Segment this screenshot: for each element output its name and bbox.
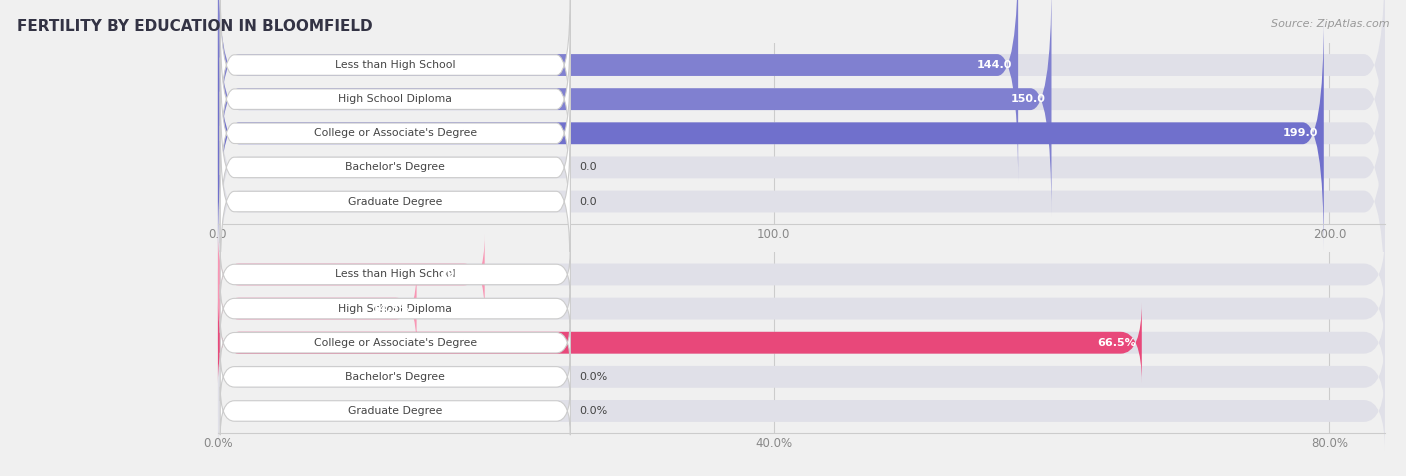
- FancyBboxPatch shape: [218, 0, 1018, 183]
- FancyBboxPatch shape: [218, 15, 1324, 251]
- FancyBboxPatch shape: [221, 126, 571, 278]
- FancyBboxPatch shape: [221, 23, 571, 175]
- Text: 19.2%: 19.2%: [440, 269, 479, 279]
- FancyBboxPatch shape: [221, 58, 571, 209]
- FancyBboxPatch shape: [218, 50, 1385, 286]
- Text: Graduate Degree: Graduate Degree: [349, 197, 443, 207]
- Text: Less than High School: Less than High School: [335, 60, 456, 70]
- Text: Graduate Degree: Graduate Degree: [349, 406, 443, 416]
- Text: Source: ZipAtlas.com: Source: ZipAtlas.com: [1271, 19, 1389, 29]
- FancyBboxPatch shape: [218, 0, 1385, 183]
- FancyBboxPatch shape: [218, 0, 1052, 217]
- Text: 0.0: 0.0: [579, 162, 598, 172]
- Text: College or Associate's Degree: College or Associate's Degree: [314, 128, 477, 139]
- FancyBboxPatch shape: [218, 268, 1385, 349]
- FancyBboxPatch shape: [221, 0, 571, 141]
- FancyBboxPatch shape: [221, 250, 571, 298]
- Text: 199.0: 199.0: [1282, 128, 1317, 139]
- FancyBboxPatch shape: [218, 0, 1385, 217]
- FancyBboxPatch shape: [221, 353, 571, 401]
- Text: 66.5%: 66.5%: [1097, 337, 1136, 348]
- FancyBboxPatch shape: [218, 268, 416, 349]
- FancyBboxPatch shape: [218, 234, 1385, 315]
- FancyBboxPatch shape: [218, 302, 1142, 383]
- Text: Bachelor's Degree: Bachelor's Degree: [346, 372, 446, 382]
- Text: Less than High School: Less than High School: [335, 269, 456, 279]
- FancyBboxPatch shape: [221, 92, 571, 243]
- Text: 0.0%: 0.0%: [579, 406, 607, 416]
- Text: College or Associate's Degree: College or Associate's Degree: [314, 337, 477, 348]
- Text: FERTILITY BY EDUCATION IN BLOOMFIELD: FERTILITY BY EDUCATION IN BLOOMFIELD: [17, 19, 373, 34]
- FancyBboxPatch shape: [221, 387, 571, 435]
- FancyBboxPatch shape: [221, 318, 571, 367]
- FancyBboxPatch shape: [221, 285, 571, 333]
- FancyBboxPatch shape: [218, 234, 485, 315]
- Text: 14.3%: 14.3%: [373, 304, 411, 314]
- Text: High School Diploma: High School Diploma: [339, 304, 453, 314]
- FancyBboxPatch shape: [218, 302, 1385, 383]
- FancyBboxPatch shape: [218, 83, 1385, 319]
- Text: High School Diploma: High School Diploma: [339, 94, 453, 104]
- Text: Bachelor's Degree: Bachelor's Degree: [346, 162, 446, 172]
- Text: 0.0: 0.0: [579, 197, 598, 207]
- FancyBboxPatch shape: [218, 370, 1385, 452]
- FancyBboxPatch shape: [218, 336, 1385, 417]
- Text: 0.0%: 0.0%: [579, 372, 607, 382]
- Text: 144.0: 144.0: [977, 60, 1012, 70]
- FancyBboxPatch shape: [218, 15, 1385, 251]
- Text: 150.0: 150.0: [1011, 94, 1046, 104]
